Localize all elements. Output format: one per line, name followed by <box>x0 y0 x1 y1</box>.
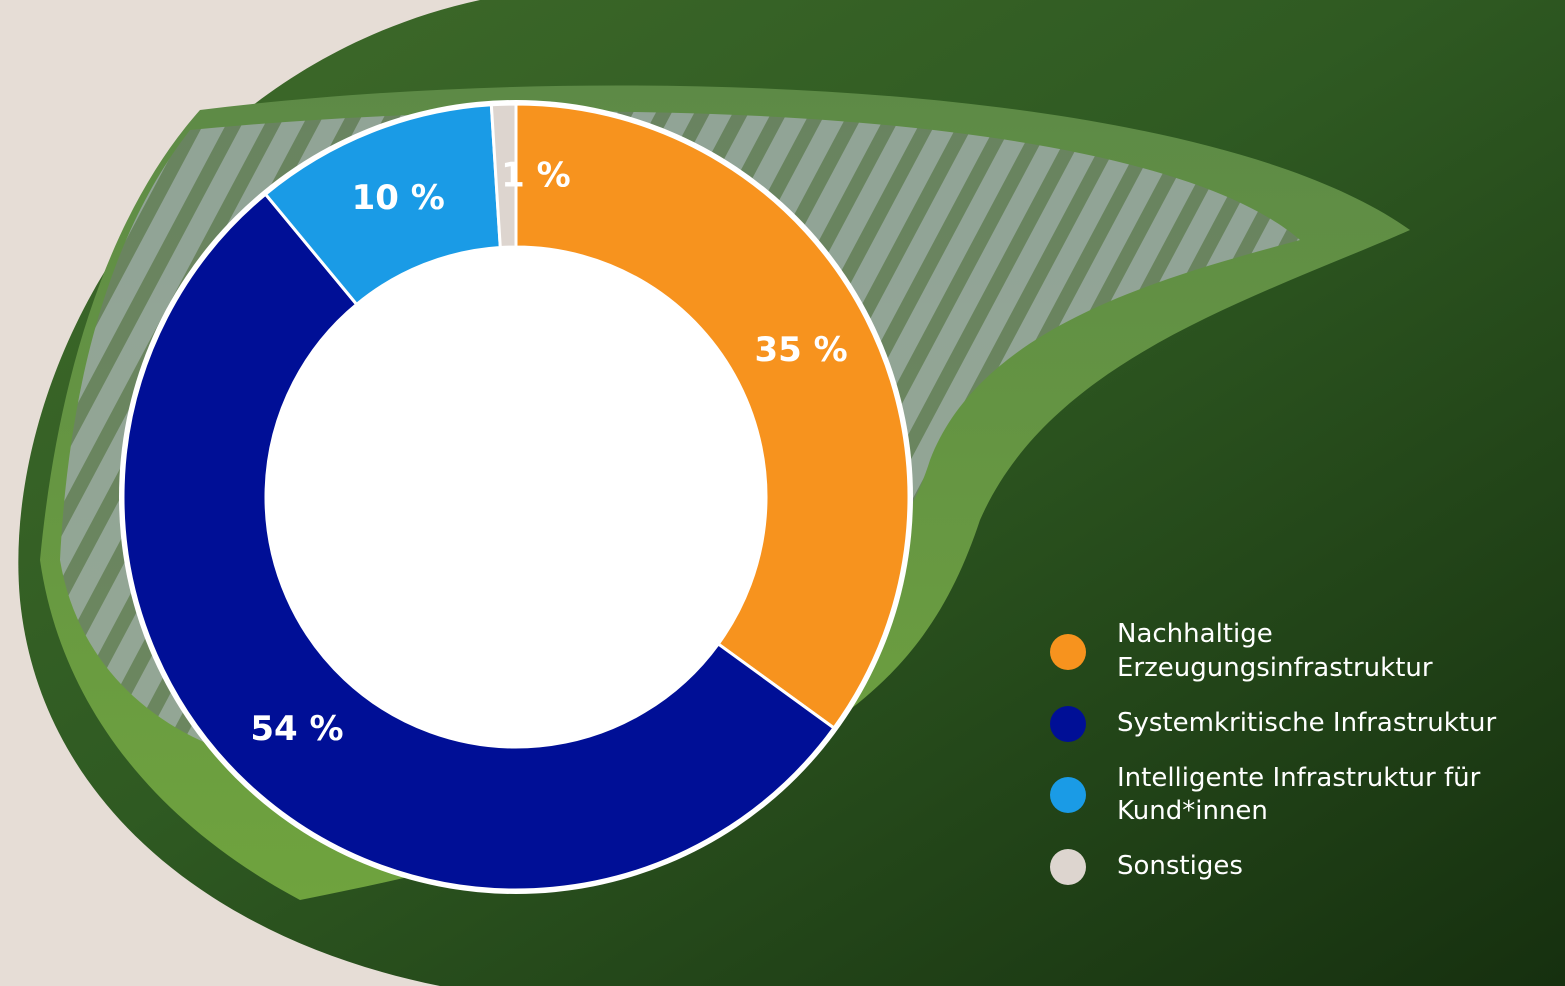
donut-segment <box>489 102 518 250</box>
legend: Nachhaltige Erzeugungsinfrastruktur Syste… <box>1050 618 1530 886</box>
value-label: 1 % <box>501 156 571 196</box>
legend-label: Nachhaltige Erzeugungsinfrastruktur <box>1117 619 1433 683</box>
legend-label: Sonstiges <box>1117 851 1243 882</box>
legend-swatch <box>1050 849 1086 886</box>
legend-item: Systemkritische Infrastruktur <box>1050 705 1530 742</box>
legend-swatch <box>1050 705 1086 742</box>
donut-segment <box>514 102 911 731</box>
legend-label: Systemkritische Infrastruktur <box>1117 707 1497 738</box>
legend-swatch <box>1050 777 1086 814</box>
value-label: 54 % <box>250 709 343 749</box>
legend-item: Nachhaltige Erzeugungsinfrastruktur <box>1050 618 1530 686</box>
value-label: 10 % <box>352 178 445 218</box>
legend-item: Sonstiges <box>1050 849 1530 886</box>
legend-label: Intelligente Infrastruktur für Kund*inne… <box>1117 762 1481 827</box>
legend-item: Intelligente Infrastruktur für Kund*inne… <box>1050 762 1530 830</box>
donut: 35 % 54 % 10 % 1 % <box>119 100 913 894</box>
donut-segment <box>121 192 837 892</box>
value-label: 35 % <box>755 330 848 370</box>
legend-swatch <box>1050 633 1086 670</box>
